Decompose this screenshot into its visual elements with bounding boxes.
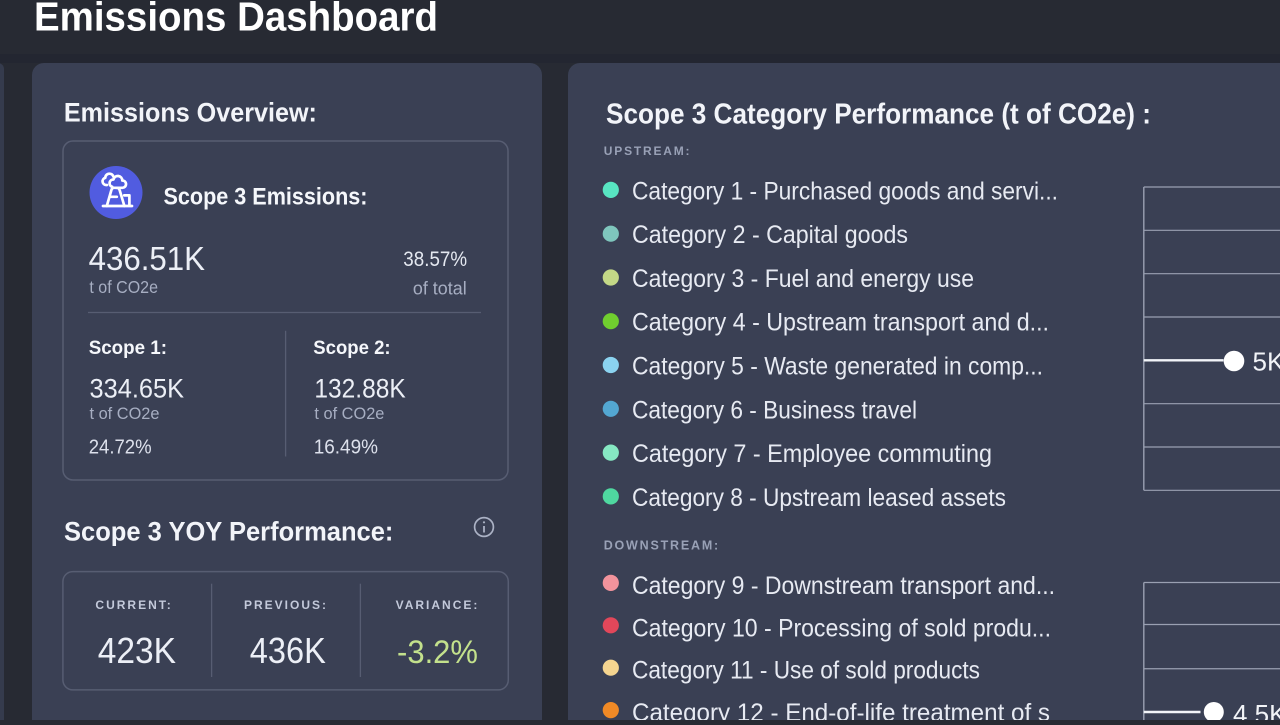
svg-text:Category 4 - Upstream transpor: Category 4 - Upstream transport and d... [632, 309, 1049, 337]
svg-text:24.72%: 24.72% [89, 437, 152, 459]
svg-text:Category 11 - Use of sold prod: Category 11 - Use of sold products [632, 657, 980, 685]
svg-text:Scope 3 YOY Performance:: Scope 3 YOY Performance: [64, 516, 393, 546]
svg-text:423K: 423K [98, 630, 176, 671]
svg-text:Category 7 - Employee commutin: Category 7 - Employee commuting [632, 440, 992, 468]
svg-text:Category 1 - Purchased goods a: Category 1 - Purchased goods and servi..… [632, 177, 1058, 205]
svg-text:436K: 436K [250, 630, 326, 671]
svg-text:of total: of total [413, 279, 467, 299]
svg-text:Emissions Dashboard: Emissions Dashboard [34, 0, 438, 40]
svg-text:16.49%: 16.49% [314, 437, 378, 459]
svg-text:Scope 2:: Scope 2: [313, 337, 390, 359]
svg-text:Scope 1:: Scope 1: [89, 337, 167, 359]
svg-text:PREVIOUS:: PREVIOUS: [244, 598, 328, 612]
svg-text:t of CO2e: t of CO2e [90, 404, 160, 423]
svg-text:Category 10 - Processing of so: Category 10 - Processing of sold produ..… [632, 614, 1051, 642]
svg-text:Category 5 - Waste generated i: Category 5 - Waste generated in comp... [632, 353, 1043, 381]
svg-text:4.5K: 4.5K [1233, 699, 1280, 720]
svg-text:UPSTREAM:: UPSTREAM: [604, 144, 692, 158]
svg-text:Scope 3 Emissions:: Scope 3 Emissions: [164, 183, 368, 210]
svg-text:Category 3 - Fuel and energy u: Category 3 - Fuel and energy use [632, 265, 974, 293]
svg-text:132.88K: 132.88K [314, 373, 405, 403]
svg-text:Category 12 - End-of-life trea: Category 12 - End-of-life treatment of s [632, 699, 1050, 720]
svg-text:Category 9 - Downstream transp: Category 9 - Downstream transport and... [632, 572, 1055, 600]
svg-text:Category 6 - Business travel: Category 6 - Business travel [632, 396, 917, 424]
svg-text:436.51K: 436.51K [89, 241, 205, 278]
svg-text:38.57%: 38.57% [403, 248, 467, 271]
svg-text:-3.2%: -3.2% [397, 634, 478, 670]
svg-text:CURRENT:: CURRENT: [95, 598, 172, 612]
svg-text:DOWNSTREAM:: DOWNSTREAM: [604, 539, 720, 553]
svg-text:Scope 3 Category Performance (: Scope 3 Category Performance (t of CO2e)… [606, 99, 1151, 131]
svg-text:VARIANCE:: VARIANCE: [396, 598, 480, 612]
svg-text:334.65K: 334.65K [90, 373, 185, 403]
svg-text:Category 2 - Capital goods: Category 2 - Capital goods [632, 221, 908, 249]
svg-text:Category 8 - Upstream leased a: Category 8 - Upstream leased assets [632, 484, 1006, 512]
svg-text:t of CO2e: t of CO2e [89, 277, 158, 297]
svg-text:t of CO2e: t of CO2e [314, 404, 384, 423]
svg-text:Emissions Overview:: Emissions Overview: [64, 97, 317, 127]
svg-text:5K: 5K [1253, 347, 1280, 377]
